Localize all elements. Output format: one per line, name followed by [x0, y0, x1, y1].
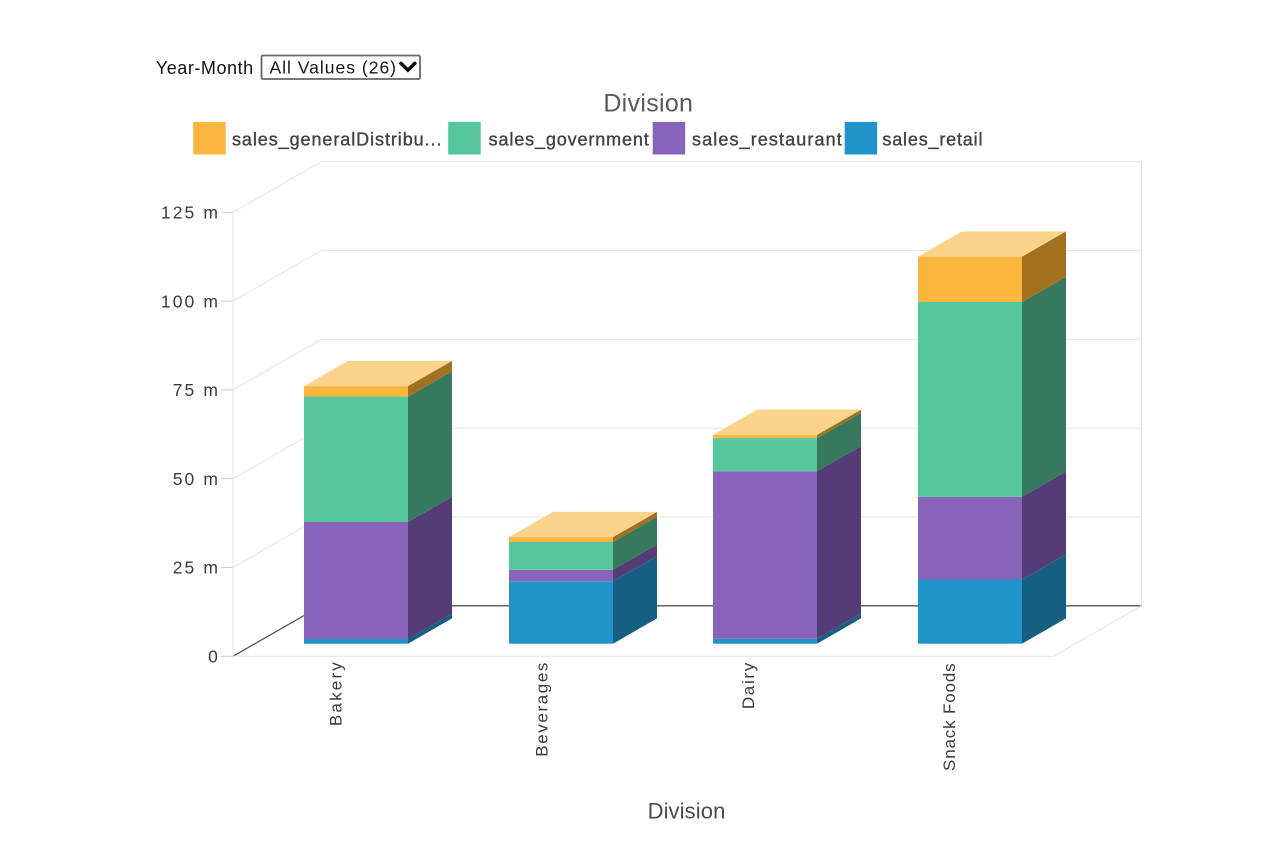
svg-text:75 m: 75 m — [173, 380, 220, 400]
svg-text:All Values (26): All Values (26) — [270, 58, 398, 78]
svg-text:Beverages: Beverages — [533, 661, 552, 757]
svg-text:Division: Division — [603, 90, 693, 118]
svg-text:Year-Month: Year-Month — [156, 58, 254, 78]
svg-text:sales_restaurant: sales_restaurant — [692, 130, 843, 151]
svg-text:Bakery: Bakery — [327, 660, 346, 726]
svg-text:25 m: 25 m — [173, 558, 220, 578]
svg-text:50 m: 50 m — [173, 469, 220, 489]
svg-text:125 m: 125 m — [161, 203, 220, 223]
svg-text:Division: Division — [648, 798, 726, 823]
svg-text:sales_government: sales_government — [489, 130, 650, 151]
svg-text:100 m: 100 m — [161, 291, 220, 311]
svg-text:sales_retail: sales_retail — [882, 130, 983, 151]
svg-text:Snack Foods: Snack Foods — [940, 663, 959, 771]
svg-text:Dairy: Dairy — [739, 661, 758, 709]
svg-text:sales_generalDistribu...: sales_generalDistribu... — [232, 130, 442, 151]
svg-text:0: 0 — [208, 647, 220, 667]
